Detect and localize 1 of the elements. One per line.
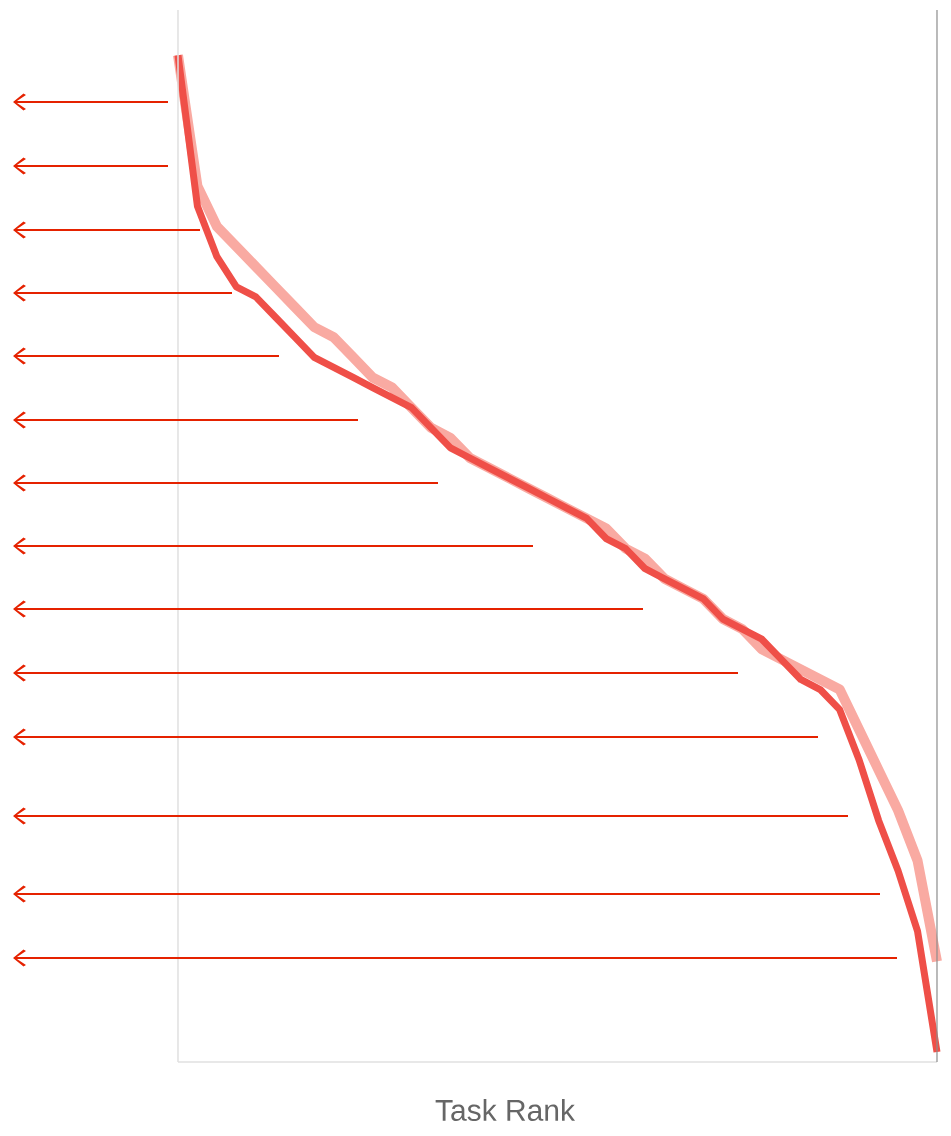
x-axis-title: Task Rank bbox=[435, 1098, 576, 1122]
